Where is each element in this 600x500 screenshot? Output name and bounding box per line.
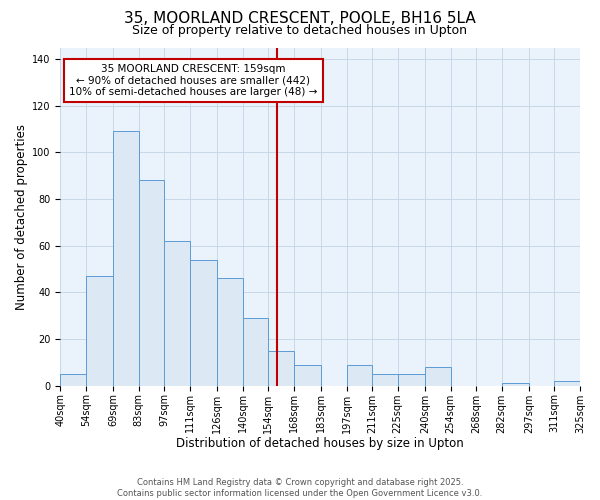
Bar [139, 180, 164, 386]
Bar [347, 364, 372, 386]
Bar [372, 374, 398, 386]
Text: 35, MOORLAND CRESCENT, POOLE, BH16 5LA: 35, MOORLAND CRESCENT, POOLE, BH16 5LA [124, 11, 476, 26]
X-axis label: Distribution of detached houses by size in Upton: Distribution of detached houses by size … [176, 437, 464, 450]
Bar [294, 364, 321, 386]
Bar [86, 276, 113, 386]
Bar [268, 350, 294, 386]
Bar [502, 384, 529, 386]
Text: 35 MOORLAND CRESCENT: 159sqm
← 90% of detached houses are smaller (442)
10% of s: 35 MOORLAND CRESCENT: 159sqm ← 90% of de… [69, 64, 317, 97]
Bar [425, 367, 451, 386]
Y-axis label: Number of detached properties: Number of detached properties [15, 124, 28, 310]
Bar [398, 374, 425, 386]
Text: Contains HM Land Registry data © Crown copyright and database right 2025.
Contai: Contains HM Land Registry data © Crown c… [118, 478, 482, 498]
Bar [61, 374, 86, 386]
Text: Size of property relative to detached houses in Upton: Size of property relative to detached ho… [133, 24, 467, 37]
Bar [554, 381, 580, 386]
Bar [164, 241, 190, 386]
Bar [113, 132, 139, 386]
Bar [243, 318, 268, 386]
Bar [217, 278, 243, 386]
Bar [190, 260, 217, 386]
